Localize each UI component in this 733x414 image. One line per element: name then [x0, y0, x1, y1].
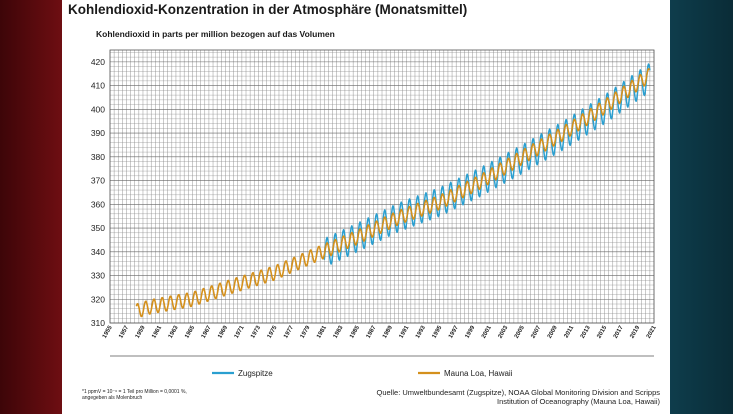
x-tick-label: 2007	[530, 324, 542, 339]
y-tick-label: 340	[91, 247, 105, 257]
y-tick-label: 330	[91, 271, 105, 281]
x-tick-label: 1991	[399, 324, 411, 339]
x-tick-label: 1969	[217, 324, 229, 339]
x-tick-label: 2019	[629, 324, 641, 339]
x-tick-label: 2005	[514, 324, 526, 339]
y-tick-label: 380	[91, 152, 105, 162]
footnote: *1 ppmV = 10⁻⁶ = 1 Teil pro Million = 0,…	[82, 389, 187, 401]
co2-line-chart: 310 320 330 340 350 360 370 380 390 400 410 420 195…	[91, 49, 658, 378]
x-tick-label: 1999	[465, 324, 477, 339]
x-tick-label: 2013	[580, 324, 592, 339]
left-background-panel	[0, 0, 62, 414]
chart-title: Kohlendioxid-Konzentration in der Atmosp…	[68, 2, 468, 17]
x-tick-label: 1983	[333, 324, 345, 339]
vertical-gridlines	[109, 50, 655, 323]
horizontal-gridlines	[110, 52, 654, 324]
y-tick-label: 410	[91, 81, 105, 91]
x-tick-label: 2011	[564, 324, 576, 339]
x-tick-label: 1997	[448, 324, 460, 339]
source-line-2: Institution of Oceanography (Mauna Loa, …	[496, 397, 660, 406]
x-tick-label: 1975	[267, 324, 279, 339]
x-tick-label: 1959	[135, 324, 147, 339]
x-tick-label: 1981	[316, 324, 328, 339]
legend: Zugspitze Mauna Loa, Hawaii	[212, 369, 513, 378]
x-tick-label: 1977	[283, 324, 295, 339]
x-tick-label: 1995	[432, 324, 444, 339]
legend-label: Zugspitze	[238, 369, 273, 378]
slide: Kohlendioxid-Konzentration in der Atmosp…	[62, 0, 670, 414]
x-tick-label: 2017	[613, 324, 625, 339]
footnote-line-1: 1 ppmV = 10⁻⁶ = 1 Teil pro Million = 0,0…	[83, 389, 187, 395]
right-background-panel	[670, 0, 733, 414]
x-tick-labels: 1955 1957 1959 1961 1963 1965 1967 1969 1971 1973…	[102, 324, 658, 339]
x-tick-label: 1985	[349, 324, 361, 339]
x-tick-label: 2009	[547, 324, 559, 339]
chart-subtitle: Kohlendioxid in parts per million bezoge…	[96, 29, 335, 39]
x-tick-label: 1961	[151, 324, 163, 339]
y-tick-label: 420	[91, 57, 105, 67]
x-tick-label: 1987	[366, 324, 378, 339]
footnote-line-2: angegeben als Molenbruch	[82, 395, 143, 401]
source-line-1: Quelle: Umweltbundesamt (Zugspitze), NOA…	[376, 388, 660, 397]
x-tick-label: 2001	[481, 324, 493, 339]
x-tick-label: 1967	[201, 324, 213, 339]
x-tick-label: 2015	[596, 324, 608, 339]
y-tick-labels: 310 320 330 340 350 360 370 380 390 400 410 420	[91, 57, 105, 328]
y-tick-label: 360	[91, 199, 105, 209]
x-tick-label: 1979	[300, 324, 312, 339]
series-layer	[135, 63, 651, 318]
y-tick-label: 400	[91, 104, 105, 114]
x-tick-label: 1993	[415, 324, 427, 339]
x-tick-label: 1963	[168, 324, 180, 339]
x-tick-label: 1957	[118, 324, 130, 339]
y-tick-label: 390	[91, 128, 105, 138]
x-tick-label: 2021	[646, 324, 658, 339]
legend-label: Mauna Loa, Hawaii	[444, 369, 513, 378]
plot-frame	[109, 49, 655, 324]
y-tick-label: 310	[91, 318, 105, 328]
footnote-marker: *	[82, 389, 84, 395]
series-line-mauna-loa	[135, 67, 651, 318]
y-tick-label: 370	[91, 176, 105, 186]
y-tick-label: 320	[91, 294, 105, 304]
x-tick-label: 1965	[184, 324, 196, 339]
x-tick-label: 1989	[382, 324, 394, 339]
source-note: Quelle: Umweltbundesamt (Zugspitze), NOA…	[377, 388, 660, 406]
x-tick-label: 1973	[250, 324, 262, 339]
y-tick-label: 350	[91, 223, 105, 233]
x-tick-label: 1971	[234, 324, 246, 339]
x-tick-label: 2003	[497, 324, 509, 339]
